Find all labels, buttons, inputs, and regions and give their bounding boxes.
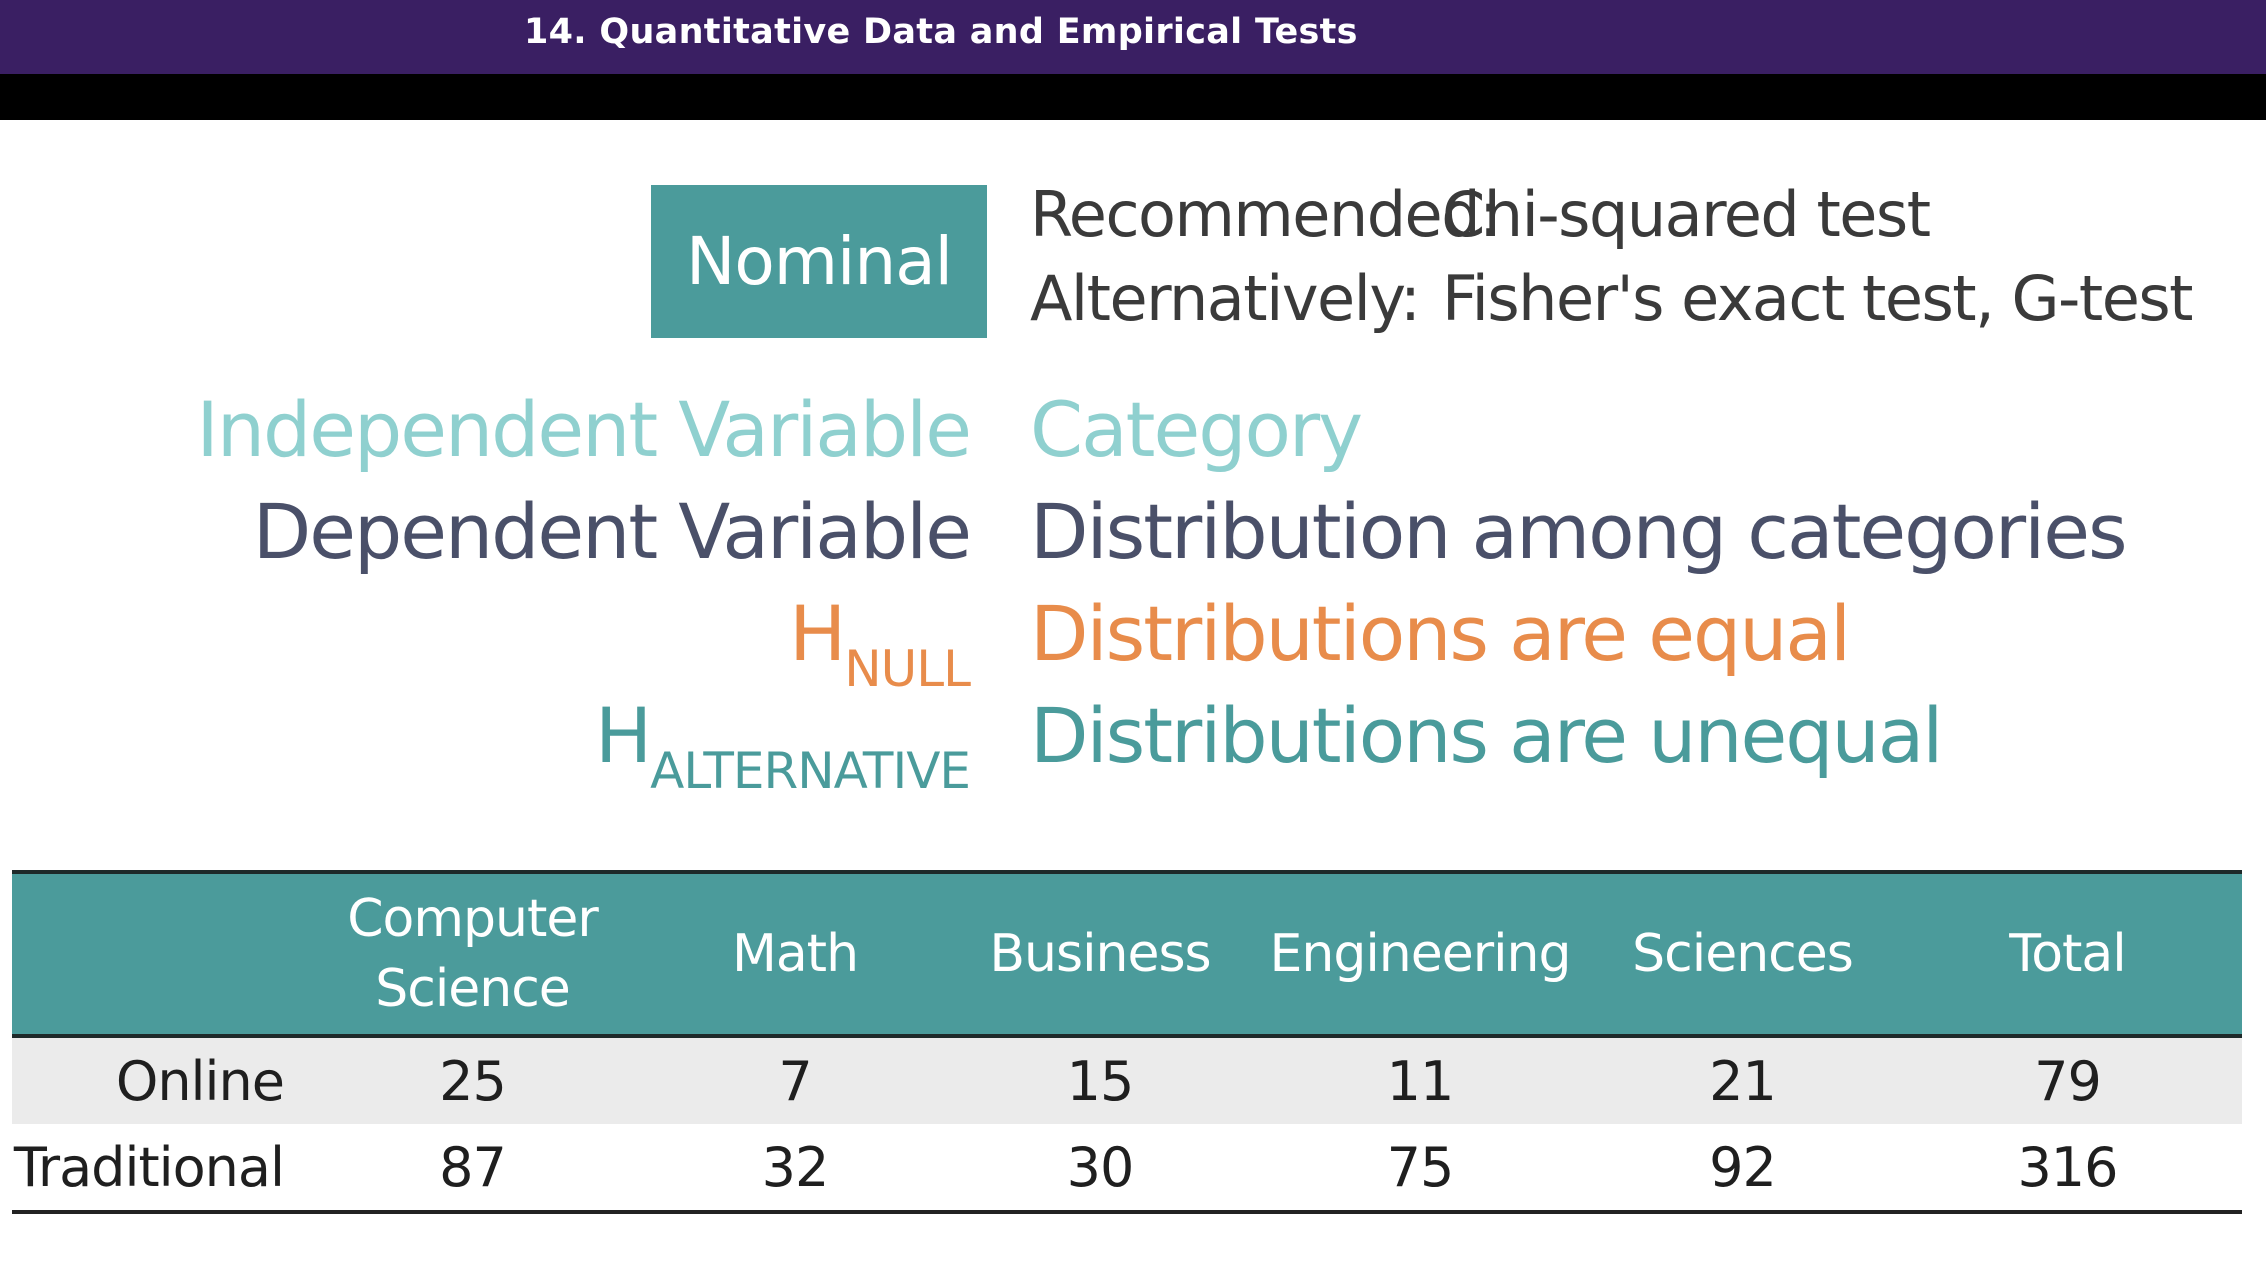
table-cell: 75 bbox=[1386, 1135, 1455, 1199]
data-type-badge: Nominal bbox=[651, 185, 987, 338]
alternative-hypothesis-h: H bbox=[594, 691, 652, 780]
table-cell: 87 bbox=[439, 1135, 507, 1199]
table-cell: 79 bbox=[2034, 1049, 2102, 1113]
letterbox-bar bbox=[0, 74, 2266, 120]
recommended-label: Recommended: bbox=[1030, 178, 1500, 251]
independent-variable-value: Category bbox=[1030, 385, 1363, 474]
null-hypothesis-subscript: NULL bbox=[844, 640, 971, 698]
table-cell: 15 bbox=[1066, 1049, 1135, 1113]
table-cell: 92 bbox=[1709, 1135, 1777, 1199]
alternative-hypothesis-label: HALTERNATIVE bbox=[594, 691, 971, 800]
dependent-variable-value: Distribution among categories bbox=[1030, 487, 2128, 576]
column-header-sciences: Sciences bbox=[1632, 924, 1854, 984]
table-cell: 32 bbox=[761, 1135, 830, 1199]
alternative-hypothesis-subscript: ALTERNATIVE bbox=[650, 742, 971, 800]
column-header-business: Business bbox=[989, 924, 1211, 984]
table-cell: 11 bbox=[1386, 1049, 1455, 1113]
column-header-math: Math bbox=[731, 924, 859, 984]
independent-variable-label: Independent Variable bbox=[196, 385, 972, 474]
column-header-computer-science: Computer Science bbox=[347, 889, 599, 1019]
alternative-label: Alternatively: bbox=[1030, 262, 1421, 335]
column-header-engineering: Engineering bbox=[1269, 924, 1572, 984]
null-hypothesis-label: HNULL bbox=[789, 589, 971, 698]
table-row: Online 25 7 15 11 21 79 bbox=[12, 1038, 2242, 1124]
null-hypothesis-value: Distributions are equal bbox=[1030, 589, 1851, 678]
table-cell: 30 bbox=[1066, 1135, 1135, 1199]
table-cell: 25 bbox=[439, 1049, 507, 1113]
dependent-variable-label: Dependent Variable bbox=[252, 487, 972, 576]
video-title: 14. Quantitative Data and Empirical Test… bbox=[524, 12, 1358, 52]
table-row: Traditional 87 32 30 75 92 316 bbox=[12, 1124, 2242, 1214]
row-label-online: Online bbox=[115, 1049, 285, 1113]
table-cell: 21 bbox=[1709, 1049, 1777, 1113]
video-title-bar: 14. Quantitative Data and Empirical Test… bbox=[0, 0, 2266, 74]
table-header: Computer Science Math Business Engineeri… bbox=[12, 870, 2242, 1038]
contingency-table: Computer Science Math Business Engineeri… bbox=[12, 870, 2242, 1214]
table-cell: 7 bbox=[778, 1049, 812, 1113]
alternative-value: Fisher's exact test, G-test bbox=[1442, 262, 2193, 335]
table-cell: 316 bbox=[2017, 1135, 2118, 1199]
column-header-total: Total bbox=[2009, 924, 2126, 984]
alternative-hypothesis-value: Distributions are unequal bbox=[1030, 691, 1943, 780]
row-label-traditional: Traditional bbox=[13, 1135, 285, 1199]
recommended-value: Chi-squared test bbox=[1442, 178, 1931, 251]
null-hypothesis-h: H bbox=[789, 589, 846, 678]
